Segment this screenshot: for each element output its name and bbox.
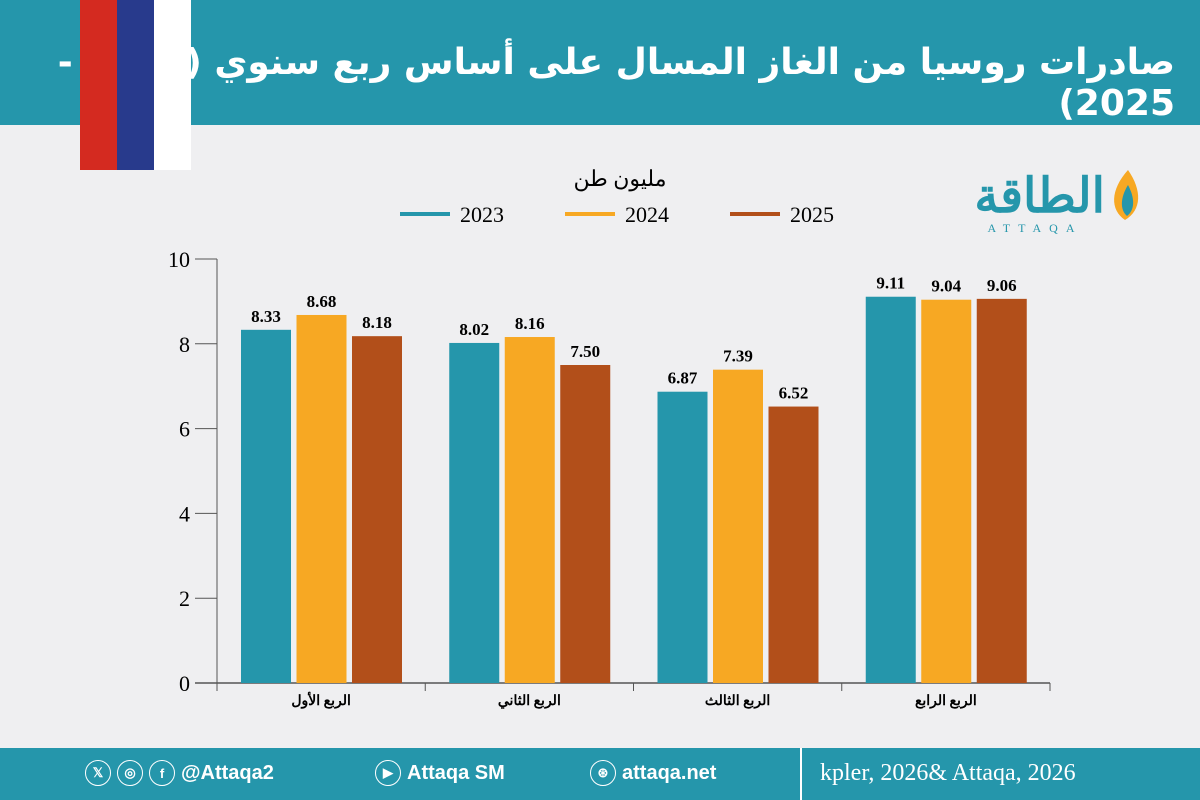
bar-2025 — [976, 298, 1027, 683]
data-label: 6.52 — [779, 384, 809, 403]
bar-2025 — [768, 406, 819, 683]
bar-2023 — [449, 342, 500, 683]
legend-label: 2023 — [460, 202, 504, 227]
legend-label: 2025 — [790, 202, 834, 227]
data-label: 8.68 — [307, 292, 337, 311]
russia-flag — [80, 0, 191, 170]
y-axis-label: مليون طن — [574, 166, 667, 192]
y-tick-label: 4 — [179, 501, 190, 526]
data-label: 6.87 — [668, 369, 698, 388]
facebook-icon[interactable]: f — [149, 760, 175, 786]
source-text: kpler, 2026& Attaqa, 2026 — [820, 760, 1076, 786]
data-label: 9.06 — [987, 276, 1017, 295]
handle-text[interactable]: @Attaqa2 — [181, 761, 274, 784]
y-tick-label: 0 — [179, 671, 190, 696]
youtube-link[interactable]: ▶ Attaqa SM — [375, 760, 505, 786]
x-tick-label: الربع الأول — [291, 691, 351, 709]
site-text[interactable]: attaqa.net — [622, 761, 717, 784]
data-label: 8.16 — [515, 314, 545, 333]
bar-2023 — [657, 391, 708, 683]
website-link[interactable]: ⊛ attaqa.net — [590, 760, 716, 786]
data-label: 7.39 — [723, 347, 753, 366]
bar-2025 — [560, 365, 611, 683]
y-tick-label: 10 — [168, 247, 190, 272]
bar-2025 — [352, 336, 402, 683]
youtube-text[interactable]: Attaqa SM — [407, 761, 505, 784]
bar-2024 — [921, 299, 972, 683]
bar-2023 — [241, 329, 291, 683]
footer: 𝕏 ◎ f @Attaqa2 ▶ Attaqa SM ⊛ attaqa.net … — [0, 748, 1200, 800]
header-banner: صادرات روسيا من الغاز المسال على أساس رب… — [0, 0, 1200, 125]
bar-2023 — [865, 296, 916, 683]
y-tick-label: 8 — [179, 332, 190, 357]
youtube-icon[interactable]: ▶ — [375, 760, 401, 786]
bar-2024 — [296, 314, 347, 683]
globe-icon[interactable]: ⊛ — [590, 760, 616, 786]
svg-text:ATTAQA: ATTAQA — [987, 221, 1082, 235]
data-label: 8.02 — [459, 320, 489, 339]
svg-text:الطاقة: الطاقة — [974, 170, 1105, 223]
y-tick-label: 6 — [179, 417, 190, 442]
attaqa-logo: الطاقة ATTAQA — [974, 170, 1139, 235]
bar-2024 — [504, 337, 555, 683]
data-label: 8.18 — [362, 313, 392, 332]
social-handle[interactable]: 𝕏 ◎ f @Attaqa2 — [85, 760, 274, 786]
data-label: 9.11 — [876, 274, 905, 293]
x-tick-label: الربع الثاني — [498, 694, 561, 709]
legend: 2023 2024 2025 — [400, 202, 834, 227]
divider — [800, 748, 802, 800]
y-tick-label: 2 — [179, 586, 190, 611]
data-label: 7.50 — [570, 342, 600, 361]
x-tick-label: الربع الرابع — [915, 694, 977, 709]
x-icon[interactable]: 𝕏 — [85, 760, 111, 786]
bar-2024 — [713, 369, 763, 683]
instagram-icon[interactable]: ◎ — [117, 760, 143, 786]
legend-label: 2024 — [625, 202, 669, 227]
data-label: 9.04 — [931, 277, 961, 296]
x-tick-label: الربع الثالث — [705, 694, 770, 709]
data-label: 8.33 — [251, 307, 281, 326]
